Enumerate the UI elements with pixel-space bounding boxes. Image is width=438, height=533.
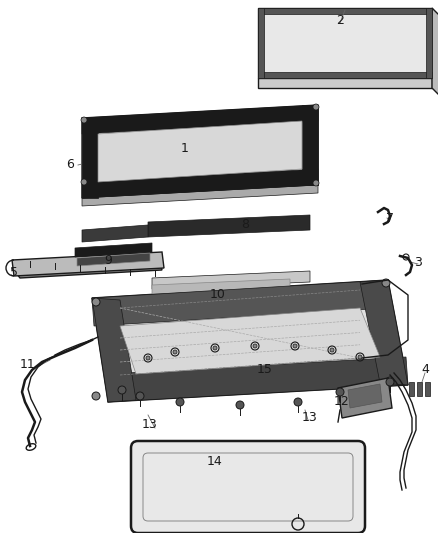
- Polygon shape: [258, 78, 431, 88]
- FancyBboxPatch shape: [131, 441, 364, 533]
- Text: 9: 9: [104, 254, 112, 266]
- Circle shape: [335, 388, 343, 396]
- Polygon shape: [82, 118, 98, 198]
- Polygon shape: [92, 298, 136, 402]
- Circle shape: [212, 346, 216, 350]
- Circle shape: [136, 392, 144, 400]
- Circle shape: [329, 348, 333, 352]
- Circle shape: [293, 398, 301, 406]
- Circle shape: [385, 377, 393, 385]
- Polygon shape: [258, 8, 263, 78]
- Polygon shape: [301, 105, 317, 185]
- Text: 15: 15: [257, 364, 272, 376]
- Polygon shape: [258, 72, 431, 78]
- Text: 4: 4: [420, 364, 428, 376]
- Circle shape: [173, 350, 177, 354]
- Polygon shape: [12, 252, 164, 276]
- Polygon shape: [337, 378, 391, 418]
- Text: 6: 6: [66, 158, 74, 172]
- Circle shape: [252, 344, 256, 348]
- Polygon shape: [431, 8, 438, 95]
- Text: 8: 8: [240, 219, 248, 231]
- Bar: [408, 382, 413, 396]
- Circle shape: [176, 398, 184, 406]
- Text: 3: 3: [413, 255, 421, 269]
- Polygon shape: [12, 260, 162, 278]
- Circle shape: [236, 401, 244, 409]
- Bar: [424, 382, 429, 396]
- Circle shape: [381, 279, 389, 287]
- Polygon shape: [425, 8, 431, 78]
- Polygon shape: [108, 357, 407, 402]
- Circle shape: [357, 355, 361, 359]
- Text: 13: 13: [301, 411, 317, 424]
- Polygon shape: [359, 280, 407, 385]
- Polygon shape: [152, 279, 290, 294]
- Circle shape: [92, 392, 100, 400]
- Circle shape: [81, 179, 87, 185]
- Polygon shape: [152, 271, 309, 289]
- Polygon shape: [75, 243, 152, 257]
- Text: 11: 11: [20, 359, 36, 372]
- Polygon shape: [258, 8, 431, 78]
- Polygon shape: [120, 308, 379, 374]
- Polygon shape: [82, 105, 317, 134]
- Circle shape: [146, 356, 150, 360]
- Circle shape: [118, 386, 126, 394]
- Text: 5: 5: [10, 265, 18, 279]
- Text: 13: 13: [142, 418, 158, 432]
- Text: 7: 7: [385, 212, 393, 224]
- Polygon shape: [82, 185, 317, 206]
- Polygon shape: [92, 280, 387, 326]
- Circle shape: [292, 344, 297, 348]
- Circle shape: [385, 378, 393, 386]
- Circle shape: [81, 117, 87, 123]
- Text: 2: 2: [336, 13, 343, 27]
- Text: 1: 1: [180, 141, 188, 155]
- Polygon shape: [148, 215, 309, 237]
- Polygon shape: [82, 169, 317, 198]
- Text: 14: 14: [207, 456, 223, 469]
- Circle shape: [312, 104, 318, 110]
- Circle shape: [92, 298, 100, 306]
- Polygon shape: [92, 280, 407, 402]
- Polygon shape: [98, 121, 301, 182]
- Bar: [416, 382, 421, 396]
- Polygon shape: [82, 105, 317, 198]
- Polygon shape: [258, 8, 431, 14]
- Polygon shape: [77, 253, 150, 266]
- Polygon shape: [82, 225, 148, 242]
- Polygon shape: [347, 384, 381, 408]
- Circle shape: [312, 180, 318, 186]
- Text: 10: 10: [210, 288, 226, 302]
- Text: 12: 12: [333, 395, 349, 408]
